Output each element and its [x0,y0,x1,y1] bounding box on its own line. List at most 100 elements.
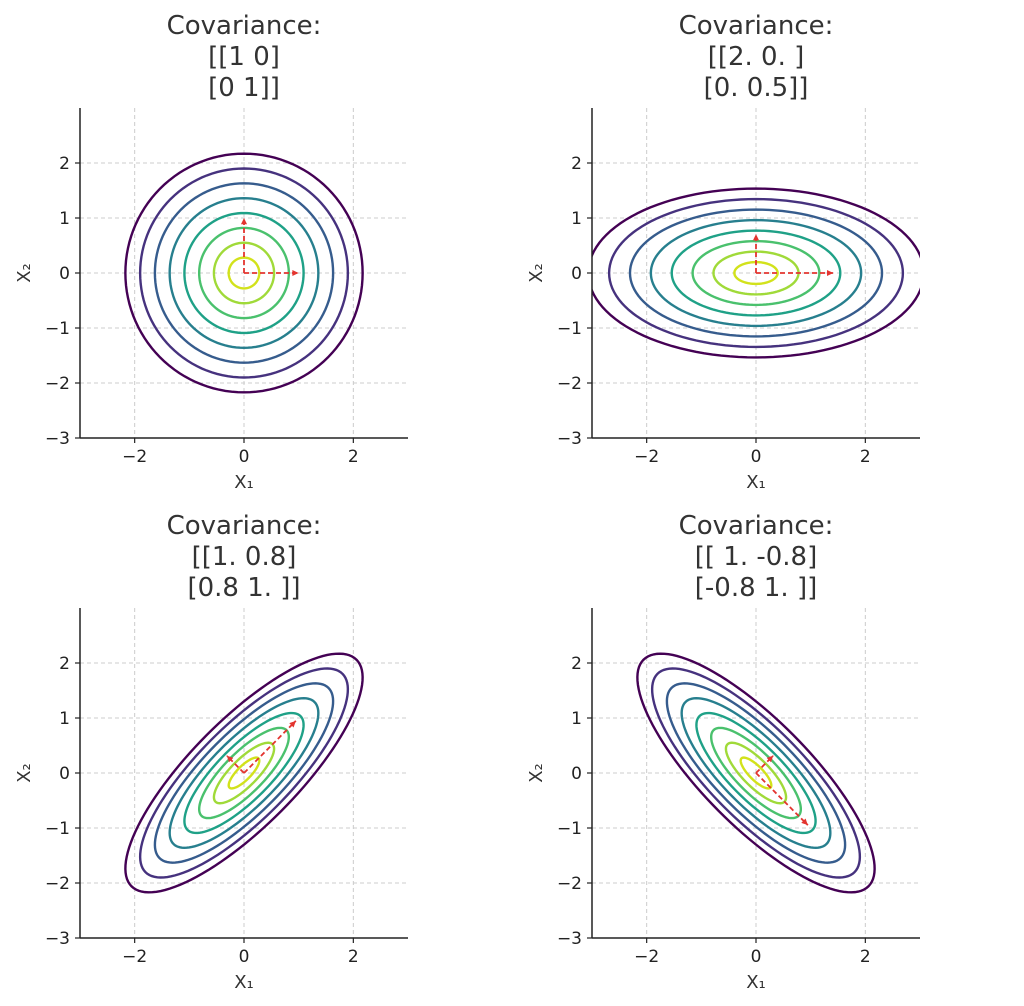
contour-line [724,741,788,805]
x-axis-label: X₁ [746,472,766,493]
x-tick-label: −2 [634,947,659,967]
contour-line [712,250,800,296]
y-tick-label: 2 [571,654,582,674]
y-tick-label: 0 [571,764,582,784]
contour-line [168,696,320,850]
contour-line [197,226,291,320]
y-tick-label: −2 [557,374,582,394]
contour-line [650,667,862,879]
y-tick-label: −3 [45,429,70,449]
y-axis-label: X₂ [526,263,547,283]
contour-line [153,682,335,864]
chart-panel-negative-correlation: Covariance:[[ 1. -0.8] [-0.8 1. ]] −2 0 2 −3… [512,500,1002,1000]
contour-line [649,218,863,328]
y-tick-label: 1 [59,209,70,229]
chart-title-line: Covariance: [679,11,834,41]
eigenvector-arrowhead [801,818,808,826]
contour-line [733,260,779,286]
x-tick-label: 2 [348,947,359,967]
contour-group [592,187,920,359]
x-tick-label: −2 [634,447,659,467]
contour-line [691,239,821,307]
eigenvector-arrowhead [766,755,774,763]
contour-line [709,726,803,820]
contour-line [670,229,842,317]
eigenvector-arrowhead [289,720,296,728]
y-tick-label: −3 [45,929,70,949]
y-tick-label: −1 [45,819,70,839]
chart-panel-positive-correlation: Covariance: [[1. 0.8] [0.8 1. ]] −2 0 2 −3 −2 −… [0,500,490,1000]
contour-group [636,652,876,894]
y-tick-label: −2 [557,874,582,894]
y-tick-label: 0 [59,264,70,284]
chart-title-line: [0 1]] [208,73,280,103]
y-tick-label: −3 [557,929,582,949]
y-tick-label: 2 [571,154,582,174]
chart-svg: Covariance:[[2. 0. ] [0. 0.5]] −2 0 2 −3 −2 −1… [526,11,920,493]
chart-panel-identity: Covariance: [[1 0] [0 1]] −2 0 2 −3 −2 −1 0 1 2 X₁ X… [0,0,490,500]
contour-line [680,696,832,850]
contour-line [607,197,905,349]
x-axis-label: X₁ [746,972,766,993]
contour-line [212,241,276,305]
contour-line [138,667,350,879]
contour-line [197,726,291,820]
contour-line [227,756,261,790]
y-tick-label: −1 [557,319,582,339]
contour-line [665,682,847,864]
contour-line [636,652,876,894]
y-tick-label: −2 [45,374,70,394]
contour-line [124,152,364,394]
chart-title-line: [0. 0.5]] [704,73,809,103]
eigenvector-arrowhead [752,234,760,241]
x-tick-label: 2 [348,447,359,467]
x-tick-label: −2 [122,447,147,467]
y-axis-label: X₂ [526,763,547,783]
x-tick-label: 0 [751,447,762,467]
eigenvector-arrowhead [240,218,248,225]
contour-line [138,167,350,379]
y-tick-label: −1 [45,319,70,339]
contour-line [592,187,920,359]
chart-title-line: Covariance: [167,511,322,541]
eigenvector-arrow [243,720,297,774]
contour-line [183,211,305,335]
contour-line [153,182,335,364]
contour-line [183,711,305,835]
y-tick-label: −1 [557,819,582,839]
x-tick-label: 0 [239,947,250,967]
y-axis-label: X₂ [14,263,35,283]
y-tick-label: 0 [571,264,582,284]
chart-title-line: [-0.8 1. ]] [695,573,818,603]
chart-title-line: [[2. 0. ] [708,42,805,72]
x-axis-label: X₁ [234,472,254,493]
y-tick-label: −3 [557,429,582,449]
eigenvector-arrowhead [226,755,234,763]
chart-svg: Covariance:[[ 1. -0.8] [-0.8 1. ]] −2 0 2 −3… [526,511,920,993]
x-axis-label: X₁ [234,972,254,993]
y-tick-label: 1 [571,709,582,729]
contour-line [124,652,364,894]
x-tick-label: −2 [122,947,147,967]
contour-line [168,196,320,350]
y-tick-label: 1 [59,709,70,729]
chart-title-line: [[1. 0.8] [192,542,297,572]
contour-line [739,756,773,790]
chart-title-line: Covariance: [167,11,322,41]
x-tick-label: 0 [239,447,250,467]
x-tick-label: 2 [860,447,871,467]
contour-line [695,711,817,835]
chart-title-line: [0.8 1. ]] [187,573,300,603]
y-tick-label: 0 [59,764,70,784]
y-tick-label: −2 [45,874,70,894]
chart-title-line: [[1 0] [208,42,280,72]
x-tick-label: 2 [860,947,871,967]
chart-title-line: Covariance: [679,511,834,541]
eigenvector-arrowhead [827,269,834,277]
chart-svg: Covariance:[[1. 0.8] [0.8 1. ]] −2 0 2 −3 −2 −… [14,511,408,993]
contour-group [124,652,364,894]
contour-line [227,256,261,290]
y-tick-label: 1 [571,209,582,229]
chart-svg: Covariance:[[1 0] [0 1]] −2 0 2 −3 −2 −1 0 1 2 X₁ X… [14,11,408,493]
x-tick-label: 0 [751,947,762,967]
